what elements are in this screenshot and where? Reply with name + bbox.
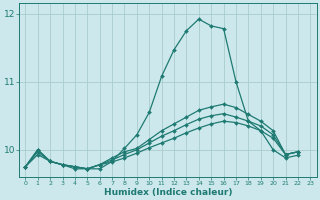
X-axis label: Humidex (Indice chaleur): Humidex (Indice chaleur) <box>104 188 232 197</box>
